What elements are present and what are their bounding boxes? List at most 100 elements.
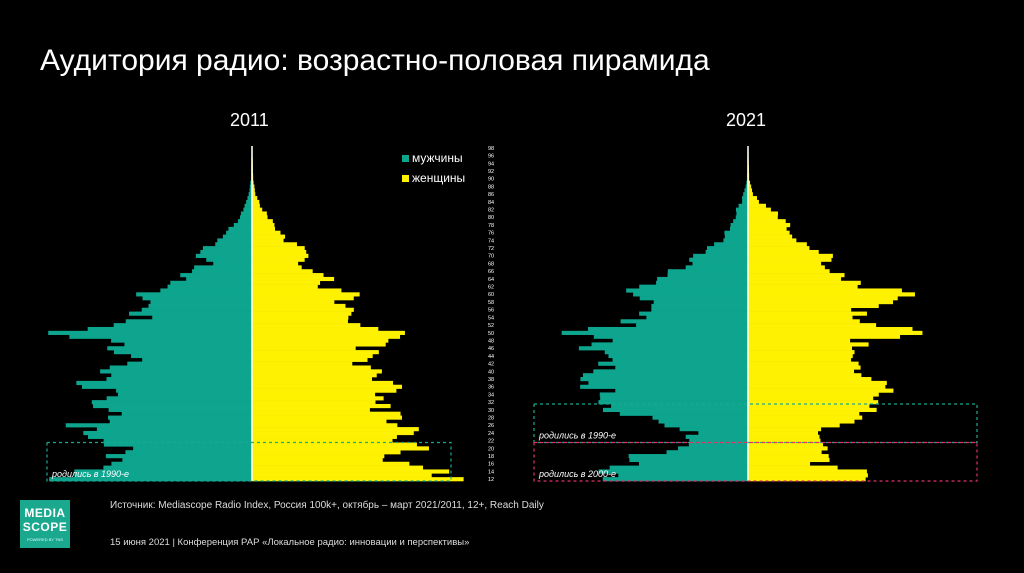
legend-label-men: мужчины (412, 151, 463, 165)
legend-item-women: женщины (402, 168, 465, 188)
bar-men-age-74 (723, 238, 748, 243)
bar-men-age-35 (116, 388, 252, 393)
bar-women-age-14 (748, 469, 867, 474)
bar-men-age-63 (170, 280, 252, 285)
bar-women-age-61 (252, 288, 342, 293)
age-tick-72: 72 (488, 246, 494, 252)
age-tick-22: 22 (488, 439, 494, 445)
bar-women-age-88 (748, 184, 752, 189)
bar-women-age-64 (252, 276, 335, 282)
age-tick-16: 16 (488, 462, 494, 468)
age-tick-98: 98 (488, 146, 494, 152)
bar-women-age-36 (748, 384, 886, 389)
bar-women-age-12 (252, 477, 464, 482)
bar-men-age-71 (200, 249, 252, 255)
bar-men-age-13 (74, 473, 252, 478)
age-tick-38: 38 (488, 377, 494, 383)
bar-men-age-56 (141, 307, 252, 312)
bar-men-age-52 (113, 323, 252, 328)
bar-women-age-20 (748, 446, 828, 451)
age-tick-66: 66 (488, 269, 494, 275)
bar-women-age-62 (252, 284, 318, 289)
bar-women-age-49 (252, 334, 401, 339)
logo-line2: SCOPE (22, 520, 68, 534)
bar-men-age-23 (88, 434, 252, 439)
bar-women-age-17 (748, 457, 830, 463)
bar-men-age-31 (93, 403, 252, 409)
bar-men-age-32 (91, 400, 252, 405)
bar-men-age-46 (578, 346, 748, 351)
bar-women-age-46 (748, 346, 853, 351)
age-tick-92: 92 (488, 169, 494, 175)
bar-men-age-67 (685, 265, 748, 270)
bar-men-age-44 (131, 353, 252, 359)
bar-men-age-39 (582, 373, 748, 378)
bar-men-age-47 (124, 342, 252, 347)
bar-women-age-66 (252, 269, 313, 274)
bar-men-age-63 (656, 280, 748, 285)
bar-men-age-39 (111, 373, 252, 378)
bar-women-age-63 (252, 280, 321, 285)
bar-women-age-61 (748, 288, 902, 293)
bar-men-age-30 (602, 407, 748, 412)
bar-men-age-42 (127, 361, 252, 366)
bar-women-age-44 (252, 353, 373, 359)
bar-men-age-70 (693, 253, 748, 258)
page-title: Аудитория радио: возрастно-половая пирам… (40, 44, 710, 77)
bar-women-age-48 (252, 338, 389, 343)
bar-men-age-55 (129, 311, 252, 316)
bar-men-age-51 (87, 326, 252, 332)
bar-women-age-29 (748, 411, 860, 416)
bar-men-age-66 (667, 269, 748, 274)
mediascope-logo: MEDIA SCOPE POWERED BY TNS (20, 500, 70, 548)
annotation-label-0: родились в 1990-е (538, 430, 616, 440)
bar-men-age-17 (629, 457, 748, 463)
age-tick-24: 24 (488, 431, 494, 437)
bar-women-age-40 (252, 369, 382, 374)
bar-women-age-53 (748, 319, 860, 324)
age-tick-60: 60 (488, 292, 494, 298)
legend: мужчины женщины (402, 148, 465, 188)
bar-men-age-53 (620, 319, 748, 324)
bar-men-age-72 (706, 246, 748, 251)
bar-women-age-15 (252, 465, 424, 470)
age-tick-88: 88 (488, 184, 494, 190)
age-tick-12: 12 (488, 477, 494, 483)
bar-men-age-88 (249, 184, 252, 189)
age-tick-86: 86 (488, 192, 494, 198)
bar-men-age-37 (76, 380, 252, 386)
bar-women-age-25 (748, 427, 822, 432)
bar-women-age-70 (748, 253, 833, 258)
bar-men-age-15 (609, 465, 748, 470)
bar-women-age-62 (748, 284, 858, 289)
bar-men-age-22 (103, 438, 253, 443)
annotation-box-1 (533, 441, 978, 482)
age-axis: 9896949290888684828078767472706866646260… (488, 146, 494, 483)
legend-item-men: мужчины (402, 148, 465, 168)
age-tick-96: 96 (488, 154, 494, 160)
bar-women-age-68 (252, 261, 299, 266)
bar-men-age-44 (608, 353, 748, 359)
bar-men-age-83 (738, 203, 748, 208)
bar-women-age-41 (252, 365, 371, 370)
bar-women-age-78 (252, 223, 275, 228)
bar-women-age-84 (748, 199, 759, 205)
bar-women-age-28 (748, 415, 863, 420)
bar-men-age-89 (746, 180, 748, 185)
bar-men-age-38 (580, 377, 748, 382)
bar-women-age-13 (748, 473, 868, 478)
age-tick-68: 68 (488, 261, 494, 267)
bar-men-age-55 (639, 311, 748, 316)
bar-women-age-81 (748, 211, 778, 216)
bar-men-age-59 (142, 296, 252, 301)
age-tick-94: 94 (488, 161, 494, 167)
bar-women-age-54 (252, 315, 349, 320)
age-tick-28: 28 (488, 415, 494, 421)
bar-men-age-61 (160, 288, 252, 293)
age-tick-58: 58 (488, 300, 494, 306)
bar-women-age-21 (252, 442, 417, 447)
bar-women-age-67 (748, 265, 825, 270)
bar-men-age-35 (615, 388, 748, 393)
bar-women-age-76 (748, 230, 790, 235)
bar-men-age-83 (244, 203, 252, 208)
